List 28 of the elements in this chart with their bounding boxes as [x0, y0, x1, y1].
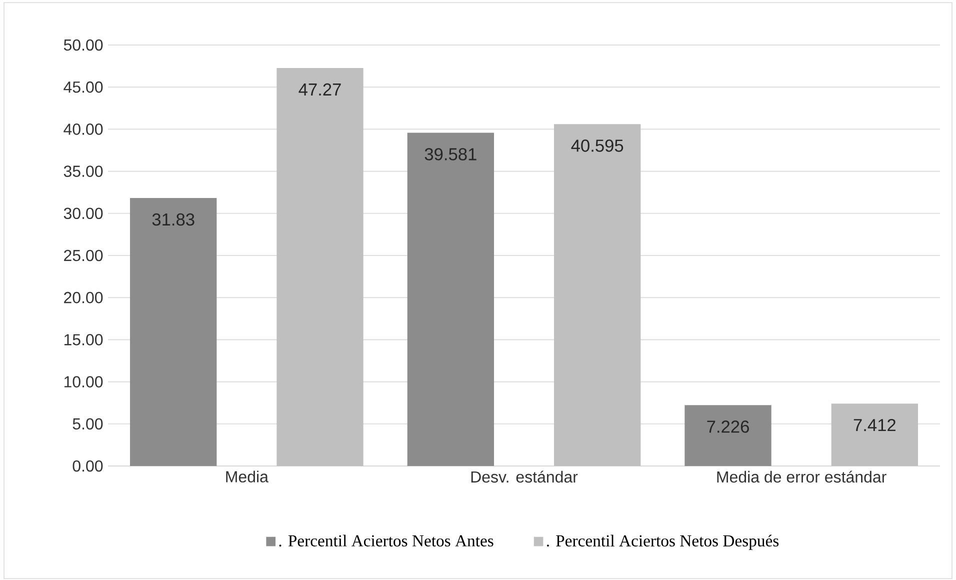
data-label: 47.27	[298, 83, 341, 96]
data-label: 39.581	[424, 148, 476, 160]
x-tick-label: Desv. estándar	[471, 470, 578, 483]
y-tick-label: 30.00	[64, 208, 103, 220]
legend-label: . Percentil Aciertos Netos Antes	[279, 534, 494, 547]
y-tick-label: 35.00	[64, 166, 103, 177]
bar	[276, 68, 364, 466]
bar	[831, 404, 918, 466]
x-tick-label: Media	[226, 470, 268, 482]
x-tick-label: Media de error estándar	[717, 470, 886, 483]
y-tick-label: 0.00	[72, 460, 103, 472]
y-tick-label: 40.00	[64, 124, 103, 135]
bar	[554, 124, 641, 466]
y-tick-label: 20.00	[64, 292, 103, 304]
y-tick-label: 45.00	[64, 81, 103, 93]
bar	[130, 198, 217, 466]
y-tick-label: 15.00	[64, 334, 103, 346]
bar	[407, 132, 494, 466]
bar	[684, 405, 772, 466]
data-label: 40.595	[571, 140, 624, 152]
y-tick-label: 25.00	[64, 250, 103, 262]
y-tick-label: 5.00	[72, 418, 103, 430]
legend-label: . Percentil Aciertos Netos Después	[546, 534, 779, 550]
data-label: 31.83	[152, 213, 194, 226]
y-tick-label: 50.00	[64, 39, 103, 51]
data-label: 7.412	[854, 418, 896, 432]
data-label: 7.226	[707, 420, 749, 433]
y-tick-label: 10.00	[64, 376, 103, 388]
